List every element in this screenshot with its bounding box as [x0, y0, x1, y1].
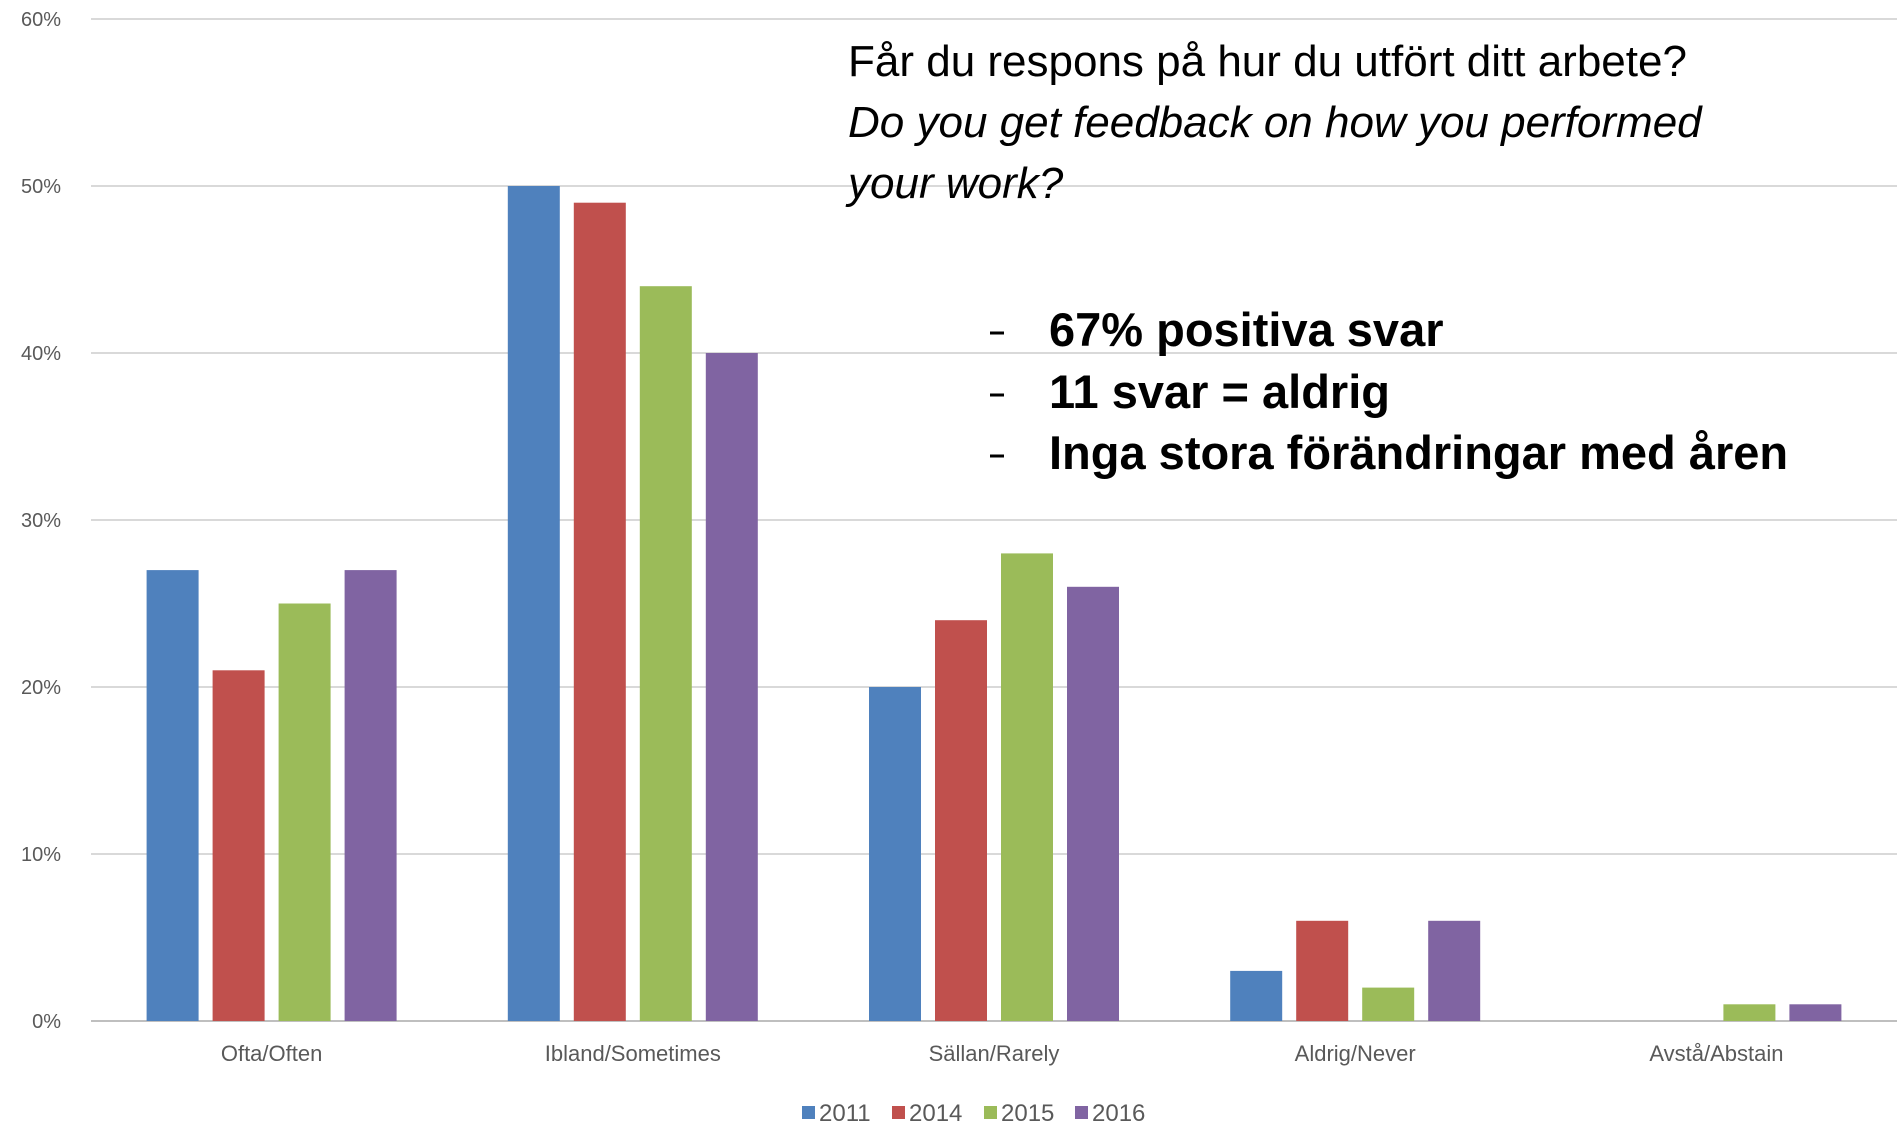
y-tick-label: 40% — [21, 343, 61, 365]
bar — [869, 687, 921, 1021]
legend-label: 2016 — [1092, 1100, 1145, 1126]
bar — [1789, 1004, 1842, 1021]
chart-subtitle: Do you get feedback on how you performed — [848, 98, 1703, 147]
bar — [507, 186, 560, 1021]
bar — [278, 603, 331, 1021]
bar — [639, 286, 692, 1021]
x-tick-label: Aldrig/Never — [1295, 1041, 1416, 1066]
bar — [1067, 586, 1119, 1021]
x-tick-label: Sällan/Rarely — [929, 1041, 1060, 1066]
x-tick-label: Ibland/Sometimes — [545, 1041, 721, 1066]
bar — [1723, 1004, 1776, 1021]
y-tick-label: 50% — [21, 176, 61, 198]
y-tick-label: 0% — [32, 1011, 61, 1033]
annotation: 67% positiva svar — [1049, 303, 1444, 356]
y-tick-label: 20% — [21, 677, 61, 699]
bar — [1001, 553, 1053, 1021]
legend-label: 2015 — [1001, 1100, 1054, 1126]
x-tick-label: Avstå/Abstain — [1649, 1041, 1783, 1066]
bar — [344, 570, 397, 1021]
bar — [1296, 920, 1349, 1021]
legend-swatch — [1075, 1106, 1088, 1119]
bar — [146, 570, 199, 1021]
legend-label: 2014 — [909, 1100, 962, 1126]
legend-swatch — [892, 1106, 905, 1119]
bar — [935, 620, 987, 1021]
annotation: Inga stora förändringar med åren — [1049, 426, 1788, 479]
legend-swatch — [802, 1106, 815, 1119]
chart-title: Får du respons på hur du utfört ditt arb… — [848, 37, 1687, 86]
y-tick-label: 60% — [21, 9, 61, 31]
bar — [1230, 970, 1283, 1021]
bar — [1362, 987, 1415, 1021]
x-tick-label: Ofta/Often — [221, 1041, 323, 1066]
legend-swatch — [984, 1106, 997, 1119]
y-tick-label: 10% — [21, 844, 61, 866]
y-tick-label: 30% — [21, 510, 61, 532]
annotation: 11 svar = aldrig — [1049, 365, 1390, 418]
bar — [573, 202, 626, 1021]
bar — [212, 670, 265, 1021]
chart-subtitle: your work? — [845, 159, 1064, 208]
bar — [705, 353, 758, 1021]
bar — [1428, 920, 1481, 1021]
legend-label: 2011 — [819, 1100, 871, 1126]
